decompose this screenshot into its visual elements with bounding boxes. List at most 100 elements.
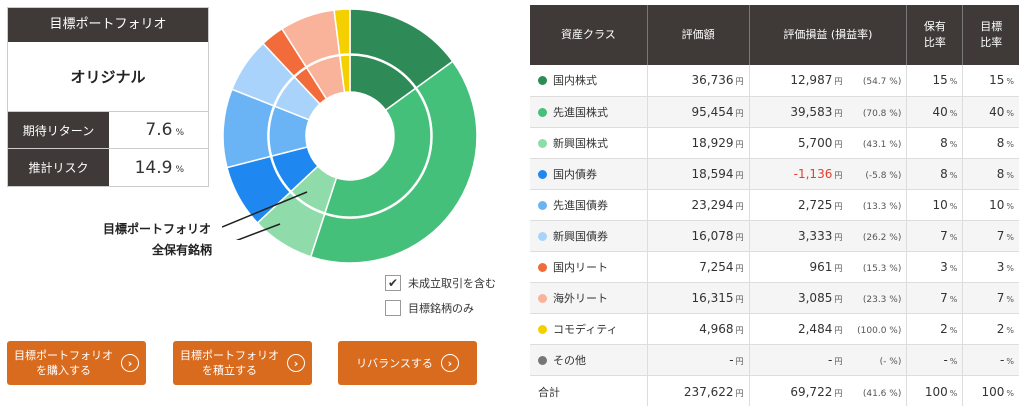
buy-target-portfolio-button[interactable]: 目標ポートフォリオ を購入する › bbox=[7, 341, 146, 385]
risk-value: 14.9 bbox=[134, 157, 173, 178]
pl-cell: 12,987 円 (54.7 %) bbox=[749, 65, 908, 97]
total-pl-cell: 69,722 円 (41.6 %) bbox=[749, 374, 908, 406]
chevron-right-icon: › bbox=[287, 354, 305, 372]
pl-cell: 2,725 円 (13.3 %) bbox=[749, 189, 908, 221]
rebalance-button[interactable]: リバランスする › bbox=[338, 341, 477, 385]
target-portfolio-card: 目標ポートフォリオ オリジナル 期待リターン 7.6% 推計リスク 14.9% bbox=[7, 7, 209, 187]
expected-return-label: 期待リターン bbox=[8, 112, 109, 148]
value-cell: 4,968 円 bbox=[647, 313, 750, 345]
value-cell: 16,078 円 bbox=[647, 220, 750, 252]
target-ratio-cell: 3% bbox=[962, 251, 1019, 283]
chevron-right-icon: › bbox=[440, 354, 459, 372]
allocation-donut-chart bbox=[222, 8, 478, 264]
pl-cell: 5,700 円 (43.1 %) bbox=[749, 127, 908, 159]
legend-dot-icon bbox=[538, 76, 547, 86]
held-ratio-cell: 3% bbox=[906, 251, 964, 283]
held-ratio-cell: 15% bbox=[906, 65, 964, 97]
asset-allocation-table: 資産クラス 評価額 評価損益 (損益率) 保有 比率 目標 比率 国内株式 36,… bbox=[530, 5, 1019, 406]
percent-unit: % bbox=[175, 165, 184, 175]
total-row: 合計 237,622 円 69,722 円 (41.6 %) 100% 100% bbox=[530, 374, 1019, 406]
expected-return-value: 7.6 bbox=[145, 120, 173, 140]
expected-return-row: 期待リターン 7.6% bbox=[8, 112, 208, 149]
legend-dot-icon bbox=[538, 138, 547, 148]
accumulate-target-portfolio-button[interactable]: 目標ポートフォリオ を積立する › bbox=[173, 341, 312, 385]
value-cell: 95,454 円 bbox=[647, 96, 750, 128]
card-header: 目標ポートフォリオ bbox=[8, 8, 208, 42]
target-ratio-cell: 40% bbox=[962, 96, 1019, 128]
chevron-right-icon: › bbox=[121, 354, 139, 372]
table-row: 先進国債券 23,294 円 2,725 円 (13.3 %) 10% 10% bbox=[530, 189, 1019, 221]
pl-cell: 39,583 円 (70.8 %) bbox=[749, 96, 908, 128]
holdings-ring-slice bbox=[324, 87, 432, 218]
pl-cell: 3,085 円 (23.3 %) bbox=[749, 282, 908, 314]
risk-row: 推計リスク 14.9% bbox=[8, 149, 208, 186]
held-ratio-cell: 2% bbox=[906, 313, 964, 345]
legend-dot-icon bbox=[538, 107, 547, 117]
target-ratio-cell: 10% bbox=[962, 189, 1019, 221]
value-cell: 23,294 円 bbox=[647, 189, 750, 221]
target-ratio-header: 目標 比率 bbox=[962, 5, 1019, 65]
table-row: その他 - 円 - 円 (- %) -% -% bbox=[530, 344, 1019, 376]
target-ratio-cell: 8% bbox=[962, 127, 1019, 159]
asset-class-cell: 国内株式 bbox=[530, 65, 648, 97]
table-row: 新興国債券 16,078 円 3,333 円 (26.2 %) 7% 7% bbox=[530, 220, 1019, 252]
include-pending-checkbox[interactable]: ✔ 未成立取引を含む bbox=[385, 275, 496, 291]
held-ratio-cell: 40% bbox=[906, 96, 964, 128]
table-header-row: 資産クラス 評価額 評価損益 (損益率) 保有 比率 目標 比率 bbox=[530, 5, 1019, 65]
legend-dot-icon bbox=[538, 355, 547, 365]
pl-cell: -1,136 円 (-5.8 %) bbox=[749, 158, 908, 190]
total-value-cell: 237,622 円 bbox=[647, 374, 750, 406]
total-label-cell: 合計 bbox=[530, 374, 648, 406]
target-ratio-cell: 15% bbox=[962, 65, 1019, 97]
asset-class-cell: 新興国債券 bbox=[530, 220, 648, 252]
value-cell: -円 bbox=[647, 344, 750, 376]
value-cell: 18,594 円 bbox=[647, 158, 750, 190]
target-ratio-cell: 7% bbox=[962, 220, 1019, 252]
asset-class-header: 資産クラス bbox=[530, 5, 648, 65]
value-cell: 36,736 円 bbox=[647, 65, 750, 97]
asset-class-cell: 国内債券 bbox=[530, 158, 648, 190]
table-row: 新興国株式 18,929 円 5,700 円 (43.1 %) 8% 8% bbox=[530, 127, 1019, 159]
value-header: 評価額 bbox=[647, 5, 750, 65]
holdings-callout: 全保有銘柄 bbox=[152, 243, 213, 257]
target-ring-slice bbox=[333, 8, 351, 56]
held-ratio-cell: 7% bbox=[906, 220, 964, 252]
target-ratio-cell: 8% bbox=[962, 158, 1019, 190]
value-cell: 7,254 円 bbox=[647, 251, 750, 283]
pl-cell: 2,484 円 (100.0 %) bbox=[749, 313, 908, 345]
table-row: 国内株式 36,736 円 12,987 円 (54.7 %) 15% 15% bbox=[530, 65, 1019, 97]
pl-header: 評価損益 (損益率) bbox=[749, 5, 908, 65]
total-target-cell: 100% bbox=[962, 374, 1019, 406]
asset-class-cell: 先進国株式 bbox=[530, 96, 648, 128]
legend-dot-icon bbox=[538, 231, 547, 241]
portfolio-name: オリジナル bbox=[8, 42, 208, 112]
holdings-ring-slice bbox=[339, 54, 351, 94]
asset-class-cell: その他 bbox=[530, 344, 648, 376]
include-pending-label: 未成立取引を含む bbox=[408, 277, 496, 290]
value-cell: 18,929 円 bbox=[647, 127, 750, 159]
target-only-checkbox[interactable]: 目標銘柄のみ bbox=[385, 300, 474, 316]
table-row: 先進国株式 95,454 円 39,583 円 (70.8 %) 40% 40% bbox=[530, 96, 1019, 128]
target-only-label: 目標銘柄のみ bbox=[408, 302, 474, 315]
percent-unit: % bbox=[175, 127, 184, 138]
target-ring-slice bbox=[309, 60, 478, 264]
pl-cell: 961 円 (15.3 %) bbox=[749, 251, 908, 283]
target-ratio-cell: 2% bbox=[962, 313, 1019, 345]
checkbox-checked-icon[interactable]: ✔ bbox=[385, 275, 401, 291]
target-portfolio-callout: 目標ポートフォリオ bbox=[103, 222, 212, 236]
held-ratio-cell: 8% bbox=[906, 127, 964, 159]
held-ratio-header: 保有 比率 bbox=[906, 5, 964, 65]
asset-class-cell: 国内リート bbox=[530, 251, 648, 283]
asset-class-cell: コモディティ bbox=[530, 313, 648, 345]
asset-class-cell: 新興国株式 bbox=[530, 127, 648, 159]
pl-cell: - 円 (- %) bbox=[749, 344, 908, 376]
pl-cell: 3,333 円 (26.2 %) bbox=[749, 220, 908, 252]
legend-dot-icon bbox=[538, 200, 547, 210]
table-row: 海外リート 16,315 円 3,085 円 (23.3 %) 7% 7% bbox=[530, 282, 1019, 314]
value-cell: 16,315 円 bbox=[647, 282, 750, 314]
total-held-cell: 100% bbox=[906, 374, 964, 406]
checkbox-unchecked-icon[interactable] bbox=[385, 300, 401, 316]
table-row: コモディティ 4,968 円 2,484 円 (100.0 %) 2% 2% bbox=[530, 313, 1019, 345]
held-ratio-cell: -% bbox=[906, 344, 964, 376]
table-row: 国内債券 18,594 円 -1,136 円 (-5.8 %) 8% 8% bbox=[530, 158, 1019, 190]
